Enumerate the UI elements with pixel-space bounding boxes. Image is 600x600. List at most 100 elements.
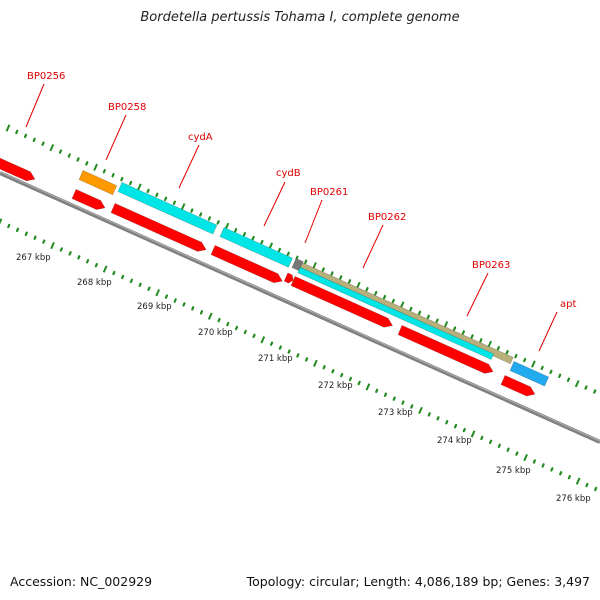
inner-tick bbox=[331, 368, 335, 374]
inner-tick bbox=[410, 404, 414, 409]
gene-bar-cydb bbox=[219, 227, 293, 268]
outer-tick bbox=[32, 137, 36, 142]
tick-label-269: 269 kbp bbox=[137, 302, 172, 312]
outer-tick bbox=[505, 350, 509, 355]
cds-arrow bbox=[500, 375, 536, 397]
label-leader-line bbox=[105, 114, 127, 161]
outer-tick bbox=[566, 377, 571, 382]
outer-tick bbox=[207, 216, 212, 221]
outer-tick bbox=[199, 212, 203, 217]
label-leader-line bbox=[466, 272, 489, 317]
tick-label-272: 272 kbp bbox=[318, 381, 353, 391]
cds-arrow bbox=[283, 272, 294, 284]
label-leader-line bbox=[178, 144, 200, 189]
gene-label-bp0262[interactable]: BP0262 bbox=[368, 212, 406, 223]
gene-label-cyda[interactable]: cydA bbox=[188, 132, 213, 143]
outer-tick bbox=[409, 306, 413, 312]
inner-tick bbox=[559, 471, 563, 476]
inner-tick bbox=[470, 430, 476, 438]
inner-tick bbox=[365, 383, 371, 391]
genome-summary-text: Topology: circular; Length: 4,086,189 bp… bbox=[246, 574, 590, 589]
outer-tick bbox=[321, 267, 325, 272]
outer-tick-ring bbox=[5, 124, 597, 394]
outer-tick bbox=[234, 228, 238, 233]
inner-tick bbox=[50, 241, 55, 250]
inner-tick bbox=[305, 357, 309, 362]
inner-tick bbox=[59, 247, 63, 252]
feature-track bbox=[0, 157, 550, 397]
inner-tick bbox=[418, 406, 423, 415]
inner-tick bbox=[182, 302, 186, 307]
inner-tick bbox=[121, 274, 125, 280]
gene-bar-apt bbox=[509, 361, 550, 387]
inner-tick bbox=[217, 317, 221, 323]
outer-tick bbox=[584, 385, 588, 390]
outer-tick bbox=[426, 314, 430, 319]
inner-tick bbox=[348, 376, 353, 382]
inner-tick bbox=[33, 235, 37, 240]
outer-tick bbox=[523, 357, 527, 363]
outer-tick bbox=[496, 346, 500, 351]
tick-label-268: 268 kbp bbox=[77, 278, 112, 288]
label-leader-line bbox=[362, 224, 384, 269]
inner-tick bbox=[24, 231, 28, 236]
inner-tick bbox=[550, 467, 554, 472]
outer-tick bbox=[540, 365, 544, 371]
outer-tick bbox=[417, 310, 422, 316]
gene-label-cydb[interactable]: cydB bbox=[276, 168, 301, 179]
inner-tick bbox=[243, 329, 247, 335]
cds-arrow bbox=[397, 325, 494, 374]
inner-tick bbox=[86, 259, 90, 264]
cds-arrow bbox=[110, 203, 207, 252]
outer-tick bbox=[514, 353, 518, 359]
outer-tick bbox=[15, 129, 19, 135]
inner-tick bbox=[497, 443, 501, 448]
inner-tick bbox=[138, 282, 142, 288]
outer-tick bbox=[286, 251, 290, 257]
inner-tick bbox=[173, 298, 177, 303]
gene-label-bp0256[interactable]: BP0256 bbox=[27, 71, 65, 82]
outer-tick bbox=[304, 259, 308, 264]
inner-tick bbox=[515, 451, 519, 456]
outer-tick bbox=[330, 271, 334, 276]
outer-tick bbox=[435, 318, 439, 323]
gene-label-apt[interactable]: apt bbox=[560, 299, 576, 310]
inner-tick bbox=[112, 270, 116, 276]
outer-tick bbox=[120, 176, 124, 182]
inner-tick bbox=[260, 336, 266, 344]
outer-tick bbox=[129, 180, 133, 186]
inner-tick bbox=[278, 345, 282, 350]
gene-label-bp0263[interactable]: BP0263 bbox=[472, 260, 510, 271]
label-leader-line bbox=[25, 83, 45, 128]
outer-tick bbox=[155, 192, 159, 198]
inner-tick bbox=[7, 223, 11, 229]
inner-tick bbox=[68, 251, 72, 256]
inner-tick bbox=[129, 278, 133, 284]
inner-tick bbox=[0, 218, 3, 225]
inner-tick bbox=[453, 423, 458, 429]
inner-tick bbox=[102, 265, 108, 273]
outer-tick bbox=[347, 279, 352, 284]
gene-label-bp0261[interactable]: BP0261 bbox=[310, 187, 348, 198]
inner-tick bbox=[506, 447, 510, 452]
outer-tick bbox=[242, 232, 247, 237]
inner-tick bbox=[383, 392, 388, 397]
gene-label-bp0258[interactable]: BP0258 bbox=[108, 102, 146, 113]
outer-tick bbox=[295, 255, 299, 260]
inner-tick bbox=[488, 439, 493, 445]
inner-tick bbox=[594, 486, 598, 492]
outer-tick bbox=[172, 200, 176, 205]
inner-tick bbox=[523, 453, 528, 462]
inner-tick bbox=[567, 475, 572, 480]
cds-arrow bbox=[0, 157, 36, 182]
outer-tick bbox=[593, 389, 597, 394]
gene-label-lines bbox=[25, 83, 558, 352]
inner-tick bbox=[164, 294, 169, 299]
outer-tick bbox=[549, 369, 553, 375]
outer-tick bbox=[453, 326, 457, 331]
gene-bar-bp0262 bbox=[299, 262, 514, 365]
cds-arrow bbox=[290, 276, 393, 328]
inner-tick bbox=[585, 482, 589, 488]
outer-tick bbox=[67, 153, 71, 158]
